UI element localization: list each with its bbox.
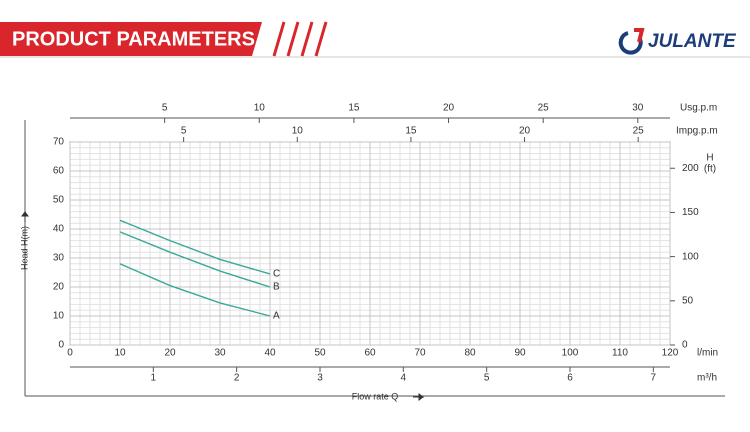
x-tick-label: 10 [114, 348, 126, 359]
y-tick-label: 70 [53, 137, 65, 148]
x-tick-label: 110 [612, 348, 628, 359]
brand-name: JULANTE [648, 31, 737, 52]
x3-unit: Impg.p.m [676, 126, 718, 137]
x-axis-arrow [413, 393, 425, 401]
x-tick-label: 100 [562, 348, 579, 359]
y2-label: (ft) [704, 164, 716, 175]
x4-tick-label: 1 [151, 373, 157, 384]
y-tick-label: 60 [53, 166, 65, 177]
x4-tick-label: 5 [484, 373, 490, 384]
x2-tick-label: 20 [443, 103, 455, 114]
header-band [0, 22, 262, 56]
y-axis-arrow [21, 210, 29, 222]
series-label: A [273, 311, 280, 322]
y-tick-label: 30 [53, 253, 65, 264]
x-tick-label: 30 [214, 348, 226, 359]
brand-logo [618, 28, 645, 55]
y2-tick-label: 100 [682, 251, 699, 262]
x3-tick-label: 15 [405, 126, 417, 137]
y-tick-label: 40 [53, 224, 65, 235]
x-tick-label: 120 [662, 348, 679, 359]
x2-tick-label: 25 [538, 103, 550, 114]
y-tick-label: 50 [53, 195, 65, 206]
x3-tick-label: 10 [292, 126, 304, 137]
x2-tick-label: 15 [348, 103, 360, 114]
x2-tick-label: 30 [632, 103, 644, 114]
x-tick-label: 20 [164, 348, 176, 359]
series-label: C [273, 269, 280, 280]
series-label: B [273, 282, 280, 293]
x4-unit: m³/h [697, 373, 717, 384]
y2-tick-label: 50 [682, 295, 694, 306]
x-axis-title: Flow rate Q [352, 391, 399, 401]
x2-unit: Usg.p.m [680, 103, 717, 114]
header-title: PRODUCT PARAMETERS [12, 28, 255, 50]
x3-tick-label: 25 [633, 126, 645, 137]
x-unit: l/min [697, 348, 718, 359]
y-tick-label: 20 [53, 282, 65, 293]
y-tick-label: 10 [53, 311, 65, 322]
x2-tick-label: 5 [162, 103, 168, 114]
x-tick-label: 80 [464, 348, 476, 359]
x4-tick-label: 3 [317, 373, 323, 384]
y-tick-label: 0 [58, 340, 64, 351]
series-line [119, 263, 271, 317]
series-line [119, 219, 271, 275]
x3-tick-label: 20 [519, 126, 531, 137]
x-tick-label: 50 [314, 348, 326, 359]
x3-tick-label: 5 [181, 126, 187, 137]
y-axis-title: Head H(m) [19, 226, 29, 270]
y2-tick-label: 200 [682, 163, 699, 174]
x2-tick-label: 10 [254, 103, 266, 114]
x-tick-label: 90 [514, 348, 526, 359]
y2-tick-label: 150 [682, 207, 699, 218]
x-tick-label: 0 [67, 348, 73, 359]
frame-bracket [24, 120, 725, 397]
x4-tick-label: 4 [401, 373, 407, 384]
series-line [119, 231, 271, 288]
x4-tick-label: 6 [567, 373, 573, 384]
y2-tick-label: 0 [682, 340, 688, 351]
x-tick-label: 60 [364, 348, 376, 359]
x4-tick-label: 2 [234, 373, 240, 384]
x-tick-label: 70 [414, 348, 426, 359]
x-tick-label: 40 [264, 348, 276, 359]
x4-tick-label: 7 [651, 373, 657, 384]
header-slashes [272, 21, 328, 57]
y2-label: H [706, 153, 713, 164]
